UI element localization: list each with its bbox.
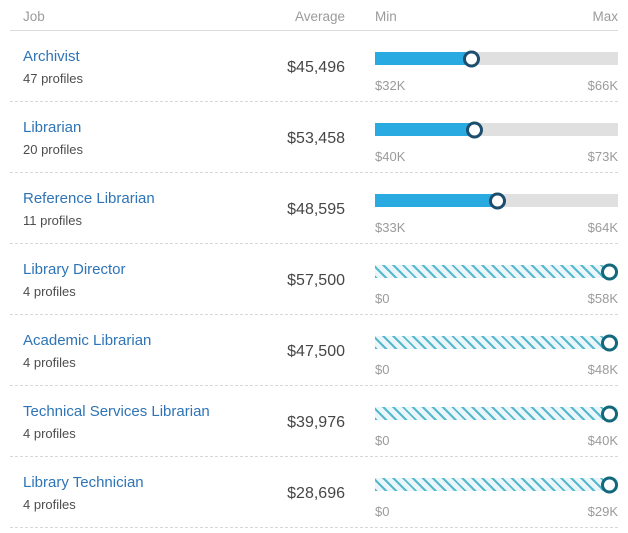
range-labels: $40K $73K (375, 149, 618, 164)
average-salary: $39,976 (287, 414, 345, 431)
min-salary-label: $0 (375, 504, 390, 519)
table-row: Technical Services Librarian 4 profiles … (10, 386, 618, 457)
max-salary-label: $66K (587, 78, 618, 93)
average-marker-dot (601, 334, 618, 351)
salary-range-bar (375, 334, 618, 351)
range-cell: $33K $64K (375, 189, 618, 243)
average-cell: $48,595 (240, 189, 345, 243)
profiles-count: 4 profiles (23, 426, 76, 441)
job-cell: Academic Librarian 4 profiles (10, 331, 240, 385)
range-cell: $0 $58K (375, 260, 618, 314)
average-salary: $48,595 (287, 201, 345, 218)
salary-range-bar-fill (375, 265, 618, 278)
average-marker-dot (465, 121, 483, 138)
job-cell: Library Director 4 profiles (10, 260, 240, 314)
range-labels: $0 $48K (375, 362, 618, 377)
average-salary: $47,500 (287, 343, 345, 360)
range-labels: $0 $29K (375, 504, 618, 519)
salary-range-bar (375, 121, 618, 138)
table-row: Librarian 20 profiles $53,458 $40K $73K (10, 102, 618, 173)
average-cell: $45,496 (240, 47, 345, 101)
min-salary-label: $32K (375, 78, 406, 93)
job-title-link[interactable]: Academic Librarian (23, 332, 152, 349)
min-salary-label: $40K (375, 149, 406, 164)
max-salary-label: $58K (587, 291, 618, 306)
table-row: Library Technician 4 profiles $28,696 $0… (10, 457, 618, 528)
range-cell: $32K $66K (375, 47, 618, 101)
column-header-max: Max (592, 8, 618, 24)
table-row: Reference Librarian 11 profiles $48,595 … (10, 173, 618, 244)
job-title-link[interactable]: Librarian (23, 119, 82, 136)
average-salary: $53,458 (287, 130, 345, 147)
profiles-count: 4 profiles (23, 497, 76, 512)
profiles-count: 11 profiles (23, 213, 83, 228)
max-salary-label: $40K (587, 433, 618, 448)
range-cell: $0 $40K (375, 402, 618, 456)
max-salary-label: $64K (587, 220, 618, 235)
average-salary: $28,696 (287, 485, 345, 502)
salary-range-bar (375, 192, 618, 209)
table-row: Academic Librarian 4 profiles $47,500 $0… (10, 315, 618, 386)
range-labels: $33K $64K (375, 220, 618, 235)
salary-range-bar (375, 50, 618, 67)
average-cell: $28,696 (240, 473, 345, 527)
job-cell: Librarian 20 profiles (10, 118, 240, 172)
range-labels: $32K $66K (375, 78, 618, 93)
range-cell: $40K $73K (375, 118, 618, 172)
salary-range-bar-fill (375, 336, 618, 349)
min-salary-label: $0 (375, 362, 390, 377)
salary-rows: Archivist 47 profiles $45,496 $32K $66K … (10, 31, 618, 528)
average-marker-dot (488, 192, 506, 209)
average-salary: $57,500 (287, 272, 345, 289)
table-row: Archivist 47 profiles $45,496 $32K $66K (10, 31, 618, 102)
job-cell: Reference Librarian 11 profiles (10, 189, 240, 243)
profiles-count: 4 profiles (23, 284, 76, 299)
salary-range-bar (375, 405, 618, 422)
average-cell: $57,500 (240, 260, 345, 314)
average-cell: $47,500 (240, 331, 345, 385)
average-cell: $39,976 (240, 402, 345, 456)
average-cell: $53,458 (240, 118, 345, 172)
max-salary-label: $73K (587, 149, 618, 164)
min-salary-label: $0 (375, 433, 390, 448)
table-header-row: Job Average Min Max (10, 2, 618, 31)
range-labels: $0 $58K (375, 291, 618, 306)
range-cell: $0 $29K (375, 473, 618, 527)
job-cell: Technical Services Librarian 4 profiles (10, 402, 240, 456)
average-marker-dot (462, 50, 480, 67)
profiles-count: 47 profiles (23, 71, 83, 86)
average-marker-dot (601, 476, 618, 493)
job-title-link[interactable]: Library Director (23, 261, 126, 278)
column-header-job: Job (23, 8, 45, 24)
max-salary-label: $48K (587, 362, 618, 377)
job-title-link[interactable]: Reference Librarian (23, 190, 155, 207)
profiles-count: 20 profiles (23, 142, 83, 157)
job-title-link[interactable]: Archivist (23, 48, 80, 65)
average-marker-dot (601, 405, 618, 422)
average-salary: $45,496 (287, 59, 345, 76)
range-cell: $0 $48K (375, 331, 618, 385)
column-header-min: Min (375, 8, 397, 24)
salary-range-bar (375, 263, 618, 280)
profiles-count: 4 profiles (23, 355, 76, 370)
max-salary-label: $29K (587, 504, 618, 519)
job-title-link[interactable]: Library Technician (23, 474, 144, 491)
min-salary-label: $33K (375, 220, 406, 235)
range-labels: $0 $40K (375, 433, 618, 448)
column-header-range: Min Max (375, 9, 618, 24)
job-title-link[interactable]: Technical Services Librarian (23, 403, 210, 420)
table-row: Library Director 4 profiles $57,500 $0 $… (10, 244, 618, 315)
column-header-average: Average (294, 8, 345, 24)
salary-range-bar-fill (375, 407, 618, 420)
salary-range-bar-fill (375, 123, 475, 136)
salary-range-bar (375, 476, 618, 493)
salary-range-bar-fill (375, 478, 618, 491)
average-marker-dot (601, 263, 618, 280)
salary-range-bar-fill (375, 194, 498, 207)
job-cell: Archivist 47 profiles (10, 47, 240, 101)
min-salary-label: $0 (375, 291, 390, 306)
salary-range-bar-fill (375, 52, 472, 65)
job-cell: Library Technician 4 profiles (10, 473, 240, 527)
